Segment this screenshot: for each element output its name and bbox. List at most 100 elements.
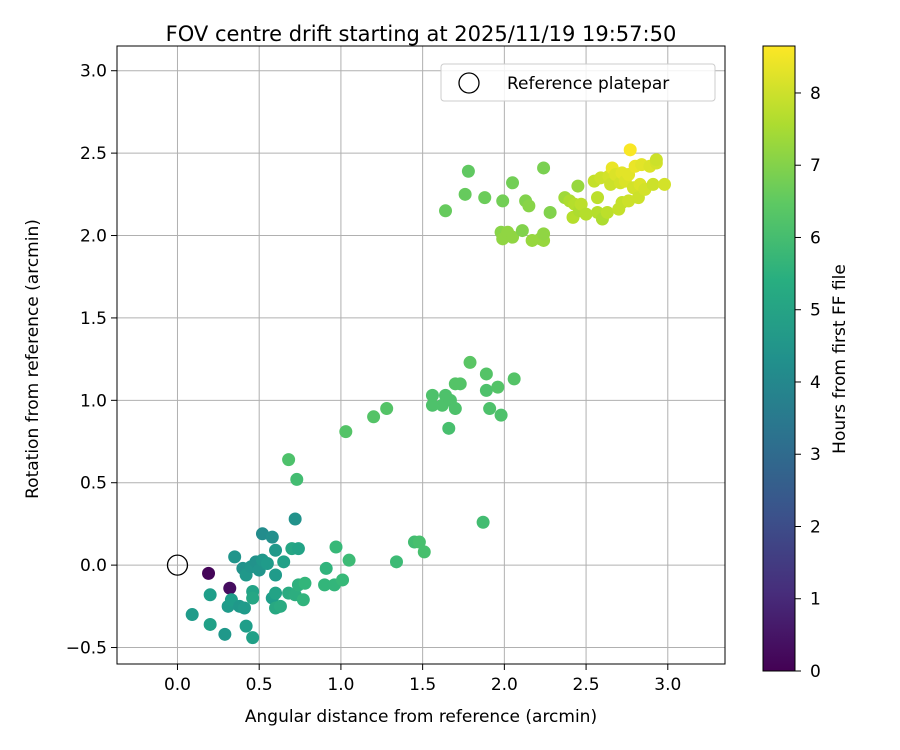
scatter-point — [623, 143, 637, 157]
colorbar-ticks: 0 1 2 3 4 5 6 7 8 — [795, 84, 821, 682]
scatter-point — [202, 566, 216, 580]
scatter-point — [203, 588, 217, 602]
scatter-point — [537, 161, 551, 175]
scatter-point — [522, 199, 536, 213]
colorbar-tick-label: 4 — [810, 373, 821, 393]
scatter-point — [604, 177, 618, 191]
scatter-point — [658, 177, 672, 191]
scatter-point — [260, 556, 274, 570]
scatter-point — [218, 627, 232, 641]
colorbar-tick-label: 0 — [810, 662, 821, 682]
y-tick-label: 0.0 — [80, 556, 107, 576]
legend-label: Reference platepar — [507, 74, 669, 94]
scatter-point — [479, 383, 493, 397]
chart-title: FOV centre drift starting at 2025/11/19 … — [166, 22, 677, 46]
y-tick-label: 2.5 — [80, 144, 107, 164]
scatter-point — [288, 512, 302, 526]
x-tick-label: 1.0 — [327, 675, 354, 695]
scatter-point — [600, 205, 614, 219]
grid — [117, 46, 725, 664]
colorbar-tick-label: 7 — [810, 156, 821, 176]
scatter-point — [296, 593, 310, 607]
scatter-point — [339, 425, 353, 439]
scatter-point — [255, 527, 269, 541]
scatter-point — [298, 576, 312, 590]
scatter-point — [203, 617, 217, 631]
colorbar-tick-label: 1 — [810, 590, 821, 610]
colorbar — [762, 45, 796, 672]
x-tick-label: 0.0 — [164, 675, 191, 695]
scatter-point — [458, 187, 472, 201]
scatter-point — [223, 581, 237, 595]
y-tick-label: 3.0 — [80, 62, 107, 82]
scatter-point — [476, 515, 490, 529]
plot-frame — [116, 45, 726, 665]
scatter-point — [329, 540, 343, 554]
scatter-point — [336, 573, 350, 587]
x-tick-label: 3.0 — [654, 675, 681, 695]
scatter-point — [425, 398, 439, 412]
y-tick-label: −0.5 — [66, 639, 107, 659]
scatter-point — [479, 367, 493, 381]
x-tick-label: 2.0 — [491, 675, 518, 695]
scatter-point — [442, 421, 456, 435]
scatter-point — [515, 224, 529, 238]
scatter-point — [649, 153, 663, 167]
scatter-point — [273, 599, 287, 613]
scatter-point — [439, 204, 453, 218]
y-axis-ticks: −0.5 0.0 0.5 1.0 1.5 2.0 2.5 3.0 — [66, 62, 117, 659]
scatter-point — [463, 355, 477, 369]
scatter-point — [571, 179, 585, 193]
scatter-point — [318, 578, 332, 592]
x-axis-label: Angular distance from reference (arcmin) — [245, 707, 597, 727]
scatter-point — [228, 550, 242, 564]
y-tick-label: 1.5 — [80, 309, 107, 329]
scatter-point — [290, 472, 304, 486]
scatter-point — [483, 402, 497, 416]
scatter-point — [453, 377, 467, 391]
scatter-point — [574, 197, 588, 211]
colorbar-tick-label: 2 — [810, 517, 821, 537]
scatter-point — [494, 408, 508, 422]
scatter-point — [237, 601, 251, 615]
scatter-point — [269, 543, 283, 557]
reference-platepar-marker — [166, 554, 189, 576]
x-tick-label: 0.5 — [246, 675, 273, 695]
scatter-point — [239, 619, 253, 633]
scatter-point — [506, 230, 520, 244]
y-tick-label: 0.5 — [80, 474, 107, 494]
scatter-point — [291, 542, 305, 556]
legend-box — [440, 63, 716, 102]
y-tick-label: 2.0 — [80, 227, 107, 247]
x-axis-ticks: 0.0 0.5 1.0 1.5 2.0 2.5 3.0 — [164, 664, 681, 695]
scatter-point — [389, 555, 403, 569]
scatter-point — [478, 191, 492, 205]
scatter-point — [380, 402, 394, 416]
scatter-point — [417, 545, 431, 559]
scatter-point — [591, 191, 605, 205]
legend: Reference platepar — [440, 63, 716, 102]
scatter-point — [265, 530, 279, 544]
colorbar-label: Hours from first FF file — [830, 264, 850, 454]
scatter-point — [246, 631, 260, 645]
scatter-point — [269, 568, 283, 582]
scatter-point — [506, 176, 520, 190]
scatter-point — [246, 591, 260, 605]
x-tick-label: 1.5 — [409, 675, 436, 695]
scatter-point — [342, 553, 356, 567]
scatter-point — [646, 177, 660, 191]
scatter-point — [448, 402, 462, 416]
scatter-point — [319, 561, 333, 575]
y-axis-label: Rotation from reference (arcmin) — [23, 219, 43, 499]
colorbar-tick-label: 3 — [810, 445, 821, 465]
scatter-point — [282, 453, 296, 467]
colorbar-tick-label: 5 — [810, 301, 821, 321]
legend-circle-icon — [458, 72, 480, 94]
scatter-point — [496, 194, 510, 208]
scatter-point — [491, 380, 505, 394]
scatter-points — [185, 143, 672, 645]
scatter-point — [425, 388, 439, 402]
scatter-point — [185, 608, 199, 622]
colorbar-tick-label: 6 — [810, 228, 821, 248]
